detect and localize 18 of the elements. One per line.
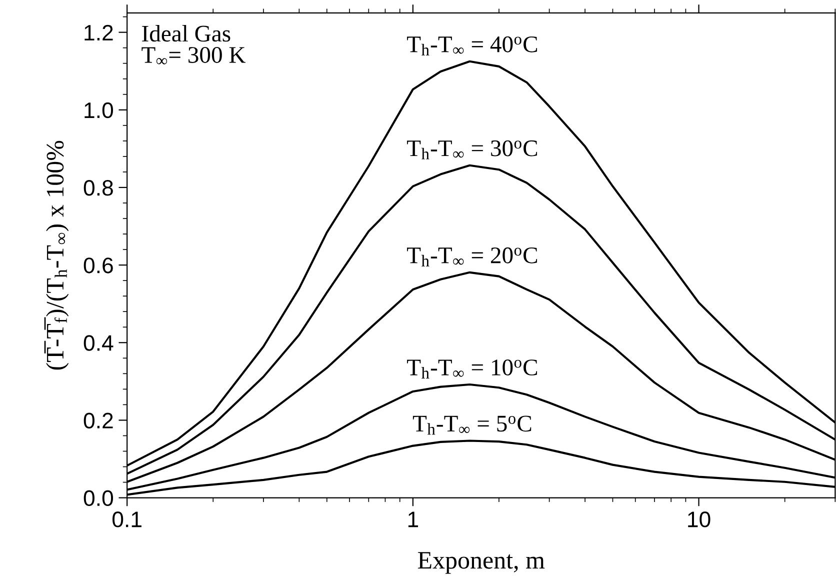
series-label: T$_{h}$-T$_{∞}$ = 10$^{o}$C [407,360,538,378]
y-tick-label: 1.2 [84,24,113,40]
x-tick-label: 10 [688,512,710,528]
y-tick-label: 1.0 [84,102,114,118]
series-label: T$_{h}$-T$_{∞}$ = 30$^{o}$C [407,140,538,160]
y-tick-label: 0.6 [84,258,113,274]
legend-label: T$_{h}$-T$_{∞}$ = 40$^{o}$C [407,36,538,56]
x-axis-title: Exponent, m [418,552,545,574]
y-tick-label: 0.8 [84,180,113,196]
y-axis-title: (T̅-T̅$_{f}$)/(T$_{h}$-T$_{∞}$) x 100% [44,140,69,370]
annotation: Ideal Gas T$_{∞}$= 300 K [142,25,246,64]
y-tick-label: 0.2 [84,412,113,428]
y-tick-label: 0.0 [84,490,114,506]
series-label: T$_{h}$-T$_{∞}$ = 20$^{o}$C [407,247,538,266]
x-tick-label: 0.1 [112,512,142,528]
series-label: T$_{h}$-T$_{∞}$ = 5$^{o}$C [412,416,532,435]
y-tick-label: 0.4 [84,335,114,351]
x-tick-label: 1 [408,512,418,528]
